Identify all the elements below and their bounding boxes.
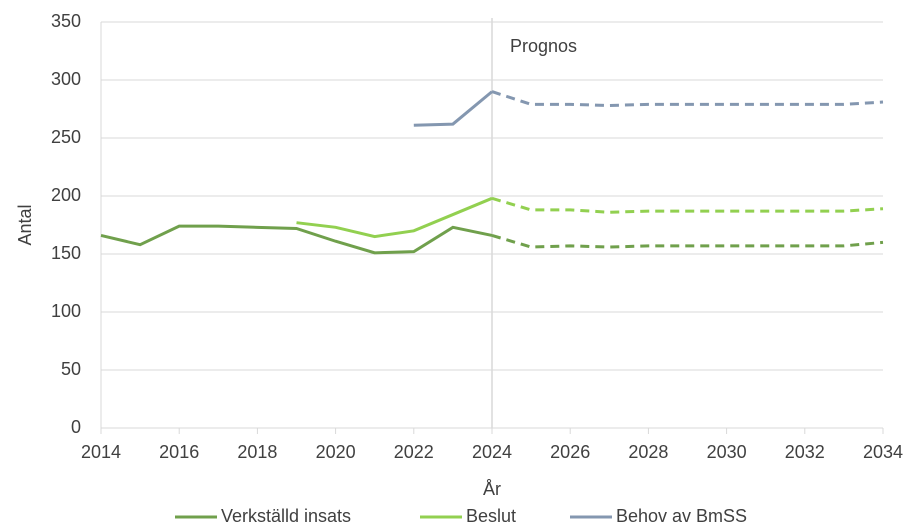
y-axis-label: Antal <box>15 204 35 245</box>
x-tick-label: 2016 <box>159 442 199 462</box>
y-tick-label: 200 <box>51 185 81 205</box>
legend-label: Verkställd insats <box>221 506 351 526</box>
y-tick-label: 100 <box>51 301 81 321</box>
line-series <box>296 196 493 239</box>
forecast-line-series <box>491 90 884 108</box>
x-tick-label: 2024 <box>472 442 512 462</box>
x-tick-label: 2014 <box>81 442 121 462</box>
forecast-label: Prognos <box>510 36 577 56</box>
line-series <box>100 224 493 255</box>
y-tick-label: 50 <box>61 359 81 379</box>
x-tick-label: 2018 <box>237 442 277 462</box>
x-tick-label: 2026 <box>550 442 590 462</box>
forecast-line-series <box>491 234 884 249</box>
x-tick-label: 2030 <box>707 442 747 462</box>
line-series <box>413 90 493 127</box>
x-tick-label: 2034 <box>863 442 903 462</box>
x-tick-label: 2022 <box>394 442 434 462</box>
y-tick-label: 300 <box>51 69 81 89</box>
x-tick-label: 2032 <box>785 442 825 462</box>
y-tick-label: 350 <box>51 11 81 31</box>
legend-label: Beslut <box>466 506 516 526</box>
y-tick-label: 0 <box>71 417 81 437</box>
y-tick-label: 250 <box>51 127 81 147</box>
x-tick-label: 2028 <box>628 442 668 462</box>
x-tick-label: 2020 <box>316 442 356 462</box>
y-tick-label: 150 <box>51 243 81 263</box>
x-axis-label: År <box>483 479 501 499</box>
legend-label: Behov av BmSS <box>616 506 747 526</box>
forecast-line-series <box>491 196 884 214</box>
